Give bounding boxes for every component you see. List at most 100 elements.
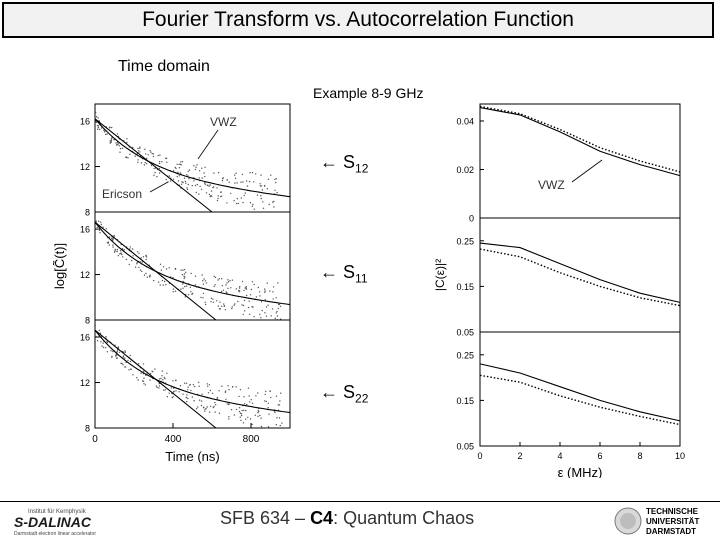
data-point (201, 167, 203, 169)
data-point (265, 400, 267, 403)
data-point (238, 407, 241, 409)
data-point (122, 256, 124, 258)
data-point (261, 309, 263, 312)
data-point (157, 154, 159, 157)
data-point (234, 303, 236, 305)
data-point (233, 200, 235, 202)
data-point (188, 294, 190, 296)
data-point (145, 374, 147, 377)
data-point (106, 341, 109, 344)
data-point (266, 188, 268, 190)
example-label: Example 8-9 GHz (313, 85, 424, 101)
x-axis-label: ε (MHz) (558, 465, 603, 478)
data-point (181, 161, 184, 163)
data-point (234, 177, 237, 179)
data-point (172, 396, 174, 398)
data-point (118, 145, 121, 147)
data-point (172, 380, 174, 382)
data-point (271, 308, 274, 310)
data-point (199, 185, 201, 188)
data-point (124, 366, 127, 368)
svg-text:Institut für Kernphysik: Institut für Kernphysik (28, 509, 87, 515)
data-point (116, 133, 119, 135)
data-point (250, 399, 252, 401)
data-point (192, 384, 195, 386)
data-point (166, 161, 168, 163)
data-point (149, 372, 152, 375)
data-point (260, 197, 262, 200)
data-point (234, 182, 236, 184)
data-point (242, 313, 244, 316)
data-point (112, 350, 114, 353)
data-point (158, 167, 161, 170)
data-point (116, 250, 118, 253)
data-point (225, 398, 227, 400)
data-point (126, 141, 128, 144)
panel-frame (94, 319, 291, 429)
data-point (260, 174, 262, 176)
data-point (214, 411, 216, 413)
data-point (259, 185, 261, 187)
data-point (244, 192, 246, 194)
data-point (253, 208, 255, 210)
data-point (210, 190, 213, 192)
data-point (161, 161, 163, 163)
data-point (185, 382, 188, 384)
data-point (108, 244, 110, 246)
data-point (142, 370, 145, 372)
data-point (230, 192, 232, 195)
data-point (103, 129, 105, 131)
data-point (172, 391, 175, 393)
data-point (267, 407, 269, 409)
data-point (102, 346, 105, 349)
arrow-icon: ← (320, 382, 338, 402)
data-point (270, 396, 272, 399)
y-tick-label: 16 (80, 333, 90, 343)
data-point (259, 414, 261, 417)
data-point (239, 389, 242, 391)
data-point (272, 298, 274, 300)
data-point (200, 188, 203, 190)
data-point (136, 377, 138, 379)
data-point (114, 250, 116, 253)
data-point (185, 182, 187, 184)
data-point (175, 379, 177, 382)
data-point (182, 393, 184, 395)
data-point (143, 383, 145, 385)
data-point (236, 198, 238, 200)
data-point (136, 261, 138, 264)
data-point (226, 282, 228, 284)
data-point (225, 291, 227, 293)
data-point (214, 284, 216, 286)
data-point (132, 248, 134, 250)
data-point (177, 171, 179, 173)
data-point (257, 415, 259, 418)
x-tick-label: 800 (243, 434, 260, 445)
data-point (161, 375, 163, 377)
data-point (182, 287, 184, 289)
data-point (178, 175, 181, 177)
data-point (197, 381, 200, 383)
y-tick-label: 16 (80, 225, 90, 235)
data-point (259, 291, 261, 293)
data-point (187, 397, 189, 400)
data-point (253, 283, 255, 286)
data-point (269, 290, 271, 292)
data-point (259, 183, 261, 185)
data-point (247, 416, 249, 418)
data-point (208, 384, 211, 386)
data-point (141, 380, 144, 382)
data-point (111, 355, 113, 358)
data-point (239, 416, 241, 418)
data-point (96, 124, 99, 127)
data-point (211, 392, 214, 394)
data-point (221, 180, 224, 182)
data-point (144, 148, 146, 150)
time-domain-label: Time domain (118, 58, 210, 75)
solid-curve (479, 363, 681, 422)
data-point (254, 414, 257, 416)
vwz-curve (94, 221, 291, 306)
data-point (129, 248, 131, 250)
data-point (124, 357, 126, 359)
